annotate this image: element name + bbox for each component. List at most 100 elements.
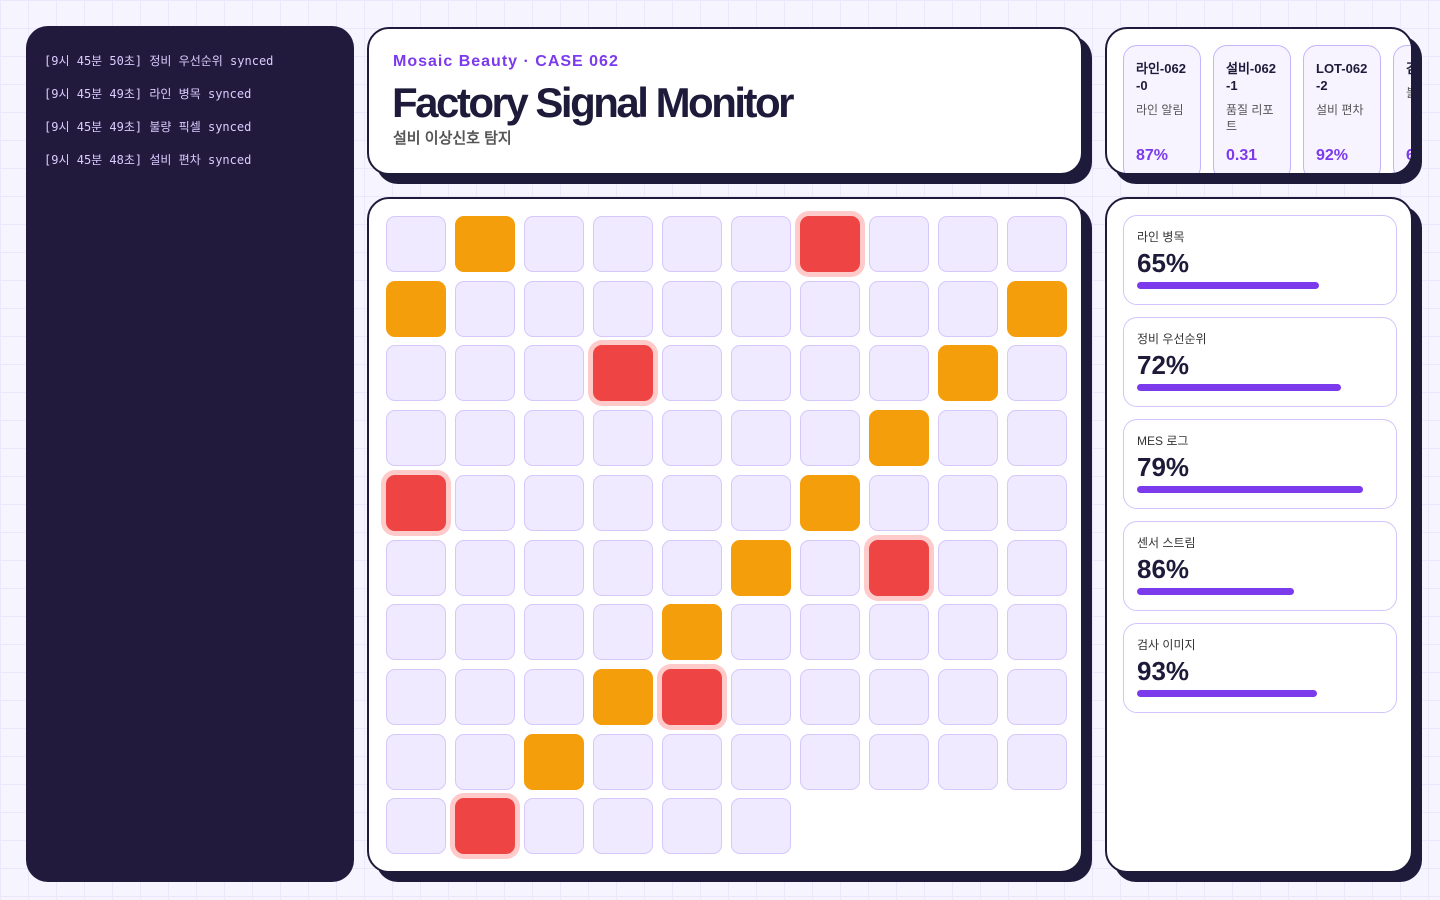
grid-cell [593,474,653,531]
grid-cell [386,539,446,596]
grid-cell [524,280,584,337]
grid-cell [455,345,515,402]
grid-cell [593,345,653,402]
grid-cell [869,474,929,531]
grid-cell [1007,668,1067,725]
metric-bar [1137,486,1364,493]
eyebrow: Mosaic Beauty · CASE 062 [393,53,619,70]
log-panel: [9시 45분 50초] 정비 우선순위 synced [9시 45분 49초] … [26,26,354,882]
card-id: LOT-062-2 [1316,61,1368,93]
metric-value: 86% [1137,554,1190,584]
card-id: 라인-062-0 [1136,61,1186,93]
grid-cell [386,604,446,661]
log-line: [9시 45분 49초] 라인 병목 synced [44,87,252,101]
page-title: Factory Signal Monitor [392,79,795,126]
grid-cell [731,410,791,467]
grid-cell [662,539,722,596]
metric-bar [1137,690,1317,697]
log-line: [9시 45분 50초] 정비 우선순위 synced [44,54,274,68]
grid-cell [938,216,998,272]
metric-card: MES 로그 79% [1123,419,1397,509]
grid-cell [662,604,722,661]
grid-cell [662,798,722,855]
card-label: 라인 알림 [1136,103,1184,117]
card-value: 87% [1136,147,1169,164]
header-card: Mosaic Beauty · CASE 062 Factory Signal … [367,27,1083,175]
metrics-panel: 라인 병목 65% 정비 우선순위 72% MES 로그 79% 센서 스트림 86% 검사 이… [1105,197,1413,873]
metric-value: 72% [1137,350,1190,380]
summary-card: 설비-062-1 품질 리포트 0.31 [1213,45,1291,173]
grid-cell [869,539,929,596]
grid-cell [869,668,929,725]
summary-card: LOT-062-2 설비 편차 92% [1303,45,1381,173]
summary-card: 라인-062-0 라인 알림 87% [1123,45,1201,173]
metric-label: 센서 스트림 [1137,536,1196,550]
grid-cell [731,798,791,855]
card-id: 검사-3 [1406,60,1411,77]
metric-label: 라인 병목 [1137,230,1185,244]
card-label: 불량 픽셀 [1406,85,1411,101]
grid-cell [662,410,722,467]
grid-cell [593,216,653,272]
grid-cell [869,280,929,337]
grid-cell [593,280,653,337]
metric-value: 93% [1137,656,1190,686]
grid-cell [869,733,929,790]
card-id: 설비-062-1 [1226,61,1276,93]
subtitle: 설비 이상신호 탐지 [393,130,512,147]
grid-cell [800,668,860,725]
metric-card: 센서 스트림 86% [1123,521,1397,611]
grid-cell [386,474,446,531]
grid-cell [800,539,860,596]
grid-cell [593,733,653,790]
grid-cell [800,733,860,790]
grid-cell [593,410,653,467]
grid-cell [662,280,722,337]
summary-panel: 라인-062-0 라인 알림 87% 설비-062-1 품질 리포트 0.31 LOT-06… [1105,27,1413,175]
grid-cell [455,733,515,790]
grid-cell [386,668,446,725]
card-label: 품질 리포트 [1226,103,1274,133]
grid-cell [524,798,584,855]
grid-cell [731,668,791,725]
grid-cell [386,345,446,402]
grid-cell [524,474,584,531]
grid-cell [731,539,791,596]
grid-cell [800,410,860,467]
grid-cell [869,216,929,272]
grid-cell [524,604,584,661]
grid-cell [938,604,998,661]
grid-cell [524,733,584,790]
grid-cell [662,474,722,531]
grid-cell [869,410,929,467]
grid-cell [593,604,653,661]
log-line: [9시 45분 48초] 설비 편차 synced [44,153,252,167]
grid-cell [455,280,515,337]
grid-cell [524,216,584,272]
metric-label: 검사 이미지 [1137,638,1196,652]
grid-cell [1007,733,1067,790]
grid-cell [731,474,791,531]
metric-bar [1137,282,1320,289]
grid-cell [938,410,998,467]
grid-cell [593,668,653,725]
grid-cell [800,280,860,337]
metric-bar [1137,384,1342,391]
grid-cell [455,410,515,467]
grid-cell [800,604,860,661]
metric-card: 검사 이미지 93% [1123,623,1397,713]
grid-cell [662,668,722,725]
grid-cell [731,604,791,661]
grid-cell [938,668,998,725]
grid-cell [869,604,929,661]
grid-cell [593,798,653,855]
metric-card: 정비 우선순위 72% [1123,317,1397,407]
grid-cell [800,216,860,272]
summary-card: 검사-3 불량 픽셀 69% [1393,45,1411,173]
grid-cell [455,668,515,725]
log-line: [9시 45분 49초] 불량 픽셀 synced [44,120,252,134]
grid-cell [386,280,446,337]
metric-label: MES 로그 [1137,434,1189,448]
grid-cell [386,410,446,467]
grid-cell [1007,410,1067,467]
